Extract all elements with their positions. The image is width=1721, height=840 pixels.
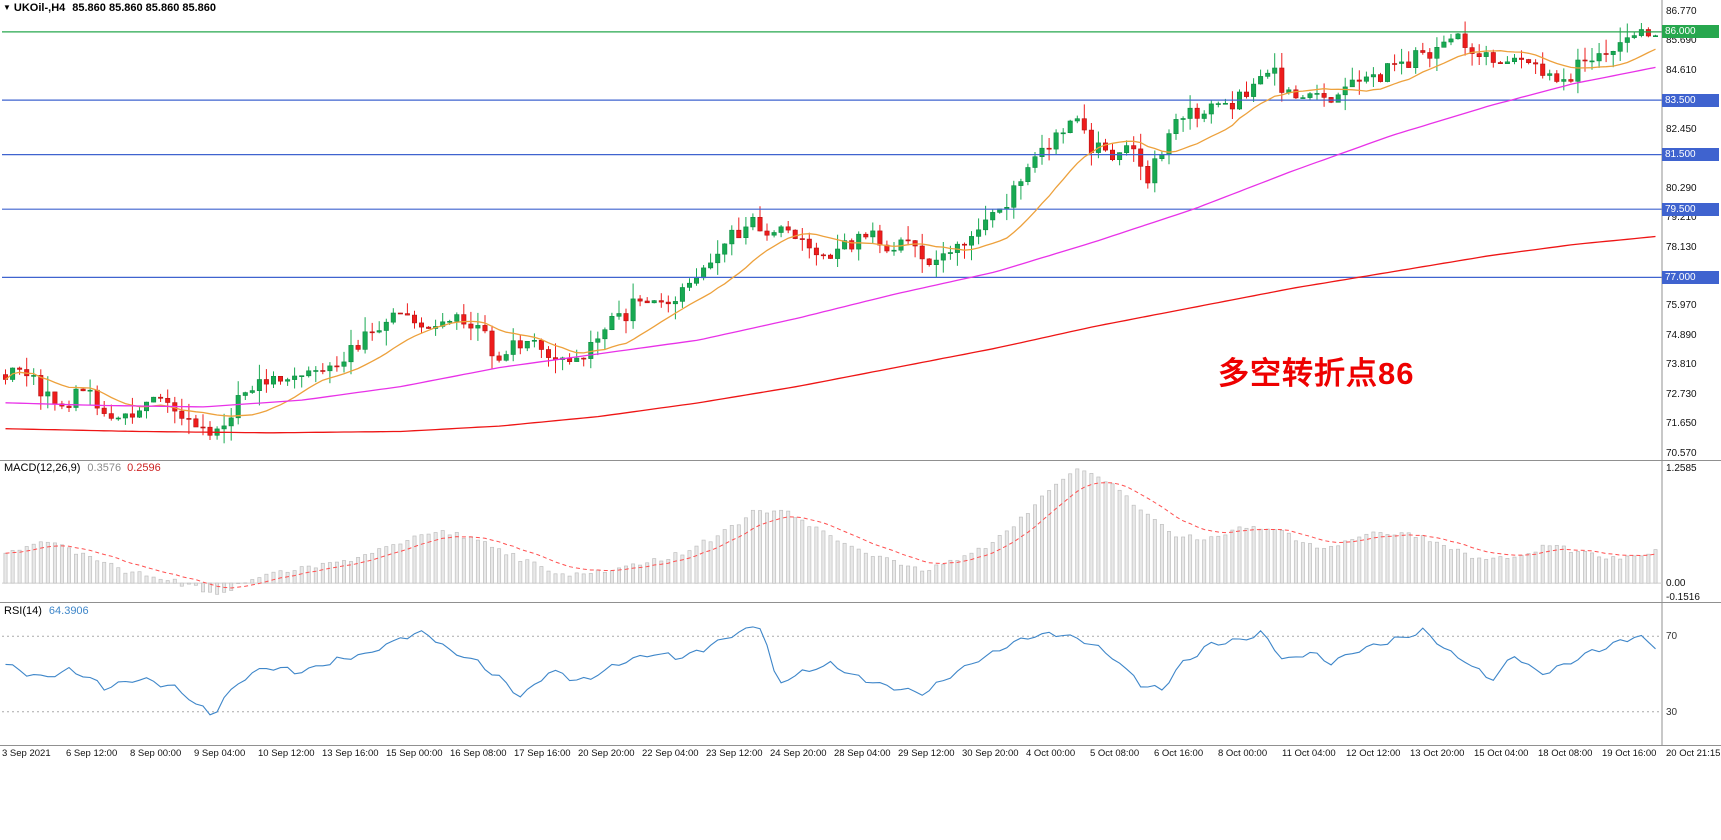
price-axis-tick: 85.690 xyxy=(1666,35,1697,47)
macd-signal-line xyxy=(5,482,1656,589)
price-axis-tick: 73.810 xyxy=(1666,359,1697,371)
hline-price-box: 79.500 xyxy=(1662,202,1719,216)
time-axis-label: 15 Sep 00:00 xyxy=(386,748,443,759)
ma-fast-line xyxy=(5,48,1656,417)
price-axis-tick: 70.570 xyxy=(1666,447,1697,459)
chart-annotation-text[interactable]: 多空转折点86 xyxy=(1218,356,1415,391)
macd-axis-min: -0.1516 xyxy=(1666,592,1700,603)
time-axis-label: 19 Oct 16:00 xyxy=(1602,748,1657,759)
time-axis-label: 10 Sep 12:00 xyxy=(258,748,315,759)
time-axis-label: 9 Sep 04:00 xyxy=(194,748,246,759)
chart-header: ▼ UKOil-,H4 85.860 85.860 85.860 85.860 xyxy=(3,2,216,14)
time-axis-label: 3 Sep 2021 xyxy=(2,748,51,759)
chart-canvas[interactable] xyxy=(0,0,1721,766)
rsi-level-label: 70 xyxy=(1666,631,1678,643)
price-axis-tick: 82.450 xyxy=(1666,123,1697,135)
rsi-level-label: 30 xyxy=(1666,706,1678,718)
time-axis-label: 16 Sep 08:00 xyxy=(450,748,507,759)
macd-signal-value: 0.2596 xyxy=(127,462,161,474)
time-axis-label: 8 Oct 00:00 xyxy=(1218,748,1268,759)
rsi-indicator-label: RSI(14) xyxy=(4,605,42,617)
macd-main-value: 0.3576 xyxy=(87,462,122,474)
macd-axis-zero: 0.00 xyxy=(1666,578,1686,590)
time-axis-label: 4 Oct 00:00 xyxy=(1026,748,1076,759)
time-axis-label: 12 Oct 12:00 xyxy=(1346,748,1401,759)
time-axis-label: 28 Sep 04:00 xyxy=(834,748,891,759)
time-axis-label: 11 Oct 04:00 xyxy=(1282,748,1336,759)
time-axis-label: 18 Oct 08:00 xyxy=(1538,748,1593,759)
time-axis-label: 15 Oct 04:00 xyxy=(1474,748,1529,759)
ohlc-values: 85.860 85.860 85.860 85.860 xyxy=(72,2,217,14)
time-axis-label: 17 Sep 16:00 xyxy=(514,748,571,759)
time-axis-label: 22 Sep 04:00 xyxy=(642,748,699,759)
price-axis-tick: 78.130 xyxy=(1666,241,1697,253)
hline-price-box: 86.000 xyxy=(1662,25,1719,39)
symbol-dropdown-icon: ▼ xyxy=(3,3,11,12)
price-axis-tick: 80.290 xyxy=(1666,182,1697,194)
time-axis-label: 23 Sep 12:00 xyxy=(706,748,763,759)
time-axis-label: 30 Sep 20:00 xyxy=(962,748,1019,759)
price-axis-tick: 71.650 xyxy=(1666,418,1697,430)
price-axis-tick: 72.730 xyxy=(1666,388,1697,400)
price-axis-tick: 79.210 xyxy=(1666,212,1697,224)
rsi-value: 64.3906 xyxy=(48,605,89,617)
macd-axis-max: 1.2585 xyxy=(1666,463,1697,474)
hline-price-box: 81.500 xyxy=(1662,148,1719,162)
time-axis-label: 29 Sep 12:00 xyxy=(898,748,955,759)
hline-price-box: 77.000 xyxy=(1662,270,1719,284)
time-axis-label: 6 Sep 12:00 xyxy=(66,748,118,759)
time-axis-label: 20 Sep 20:00 xyxy=(578,748,635,759)
time-axis-label: 5 Oct 08:00 xyxy=(1090,748,1140,759)
time-axis-label: 8 Sep 00:00 xyxy=(130,748,182,759)
price-axis-tick: 84.610 xyxy=(1666,64,1697,76)
rsi-label-row: RSI(14) 64.3906 xyxy=(4,605,89,617)
time-axis-label: 6 Oct 16:00 xyxy=(1154,748,1204,759)
ma-mid-line xyxy=(5,66,1656,408)
hline-price-box: 83.500 xyxy=(1662,93,1719,107)
time-axis-label: 24 Sep 20:00 xyxy=(770,748,827,759)
time-axis-label: 13 Oct 20:00 xyxy=(1410,748,1465,759)
time-axis-label: 13 Sep 16:00 xyxy=(322,748,379,759)
price-axis-tick: 86.770 xyxy=(1666,5,1697,17)
time-axis-label: 20 Oct 21:15 xyxy=(1666,748,1721,759)
ma-slow-line xyxy=(5,235,1656,434)
price-axis-tick: 74.890 xyxy=(1666,329,1697,341)
macd-indicator-label: MACD(12,26,9) xyxy=(4,462,81,474)
macd-label-row: MACD(12,26,9) 0.3576 0.2596 xyxy=(4,462,161,474)
price-axis-tick: 75.970 xyxy=(1666,300,1697,312)
symbol-title: UKOil-,H4 xyxy=(13,2,66,14)
rsi-line xyxy=(5,626,1656,716)
